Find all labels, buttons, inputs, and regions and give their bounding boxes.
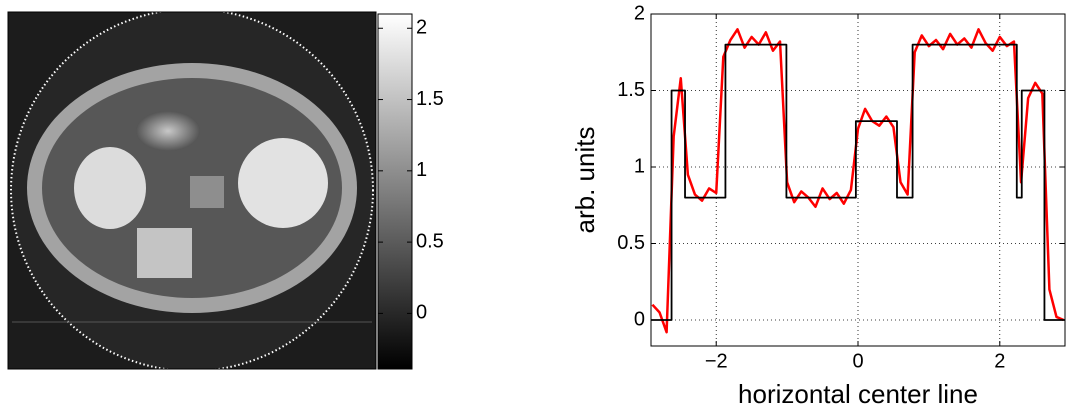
y-tick-label: 1 <box>634 155 645 177</box>
data-line <box>651 28 1065 334</box>
x-tick-label: 0 <box>852 350 863 372</box>
phantom-image <box>8 12 376 369</box>
y-tick-label: 2 <box>634 2 645 24</box>
y-tick-label: 1.5 <box>617 79 645 101</box>
plot-frame <box>650 13 1066 347</box>
data-line <box>651 43 1065 321</box>
colorbar-tick-label: 1.5 <box>416 88 444 110</box>
colorbar-tick-label: 1 <box>416 159 427 181</box>
colorbar-tick-label: 0 <box>416 302 427 324</box>
x-tick-label: 2 <box>994 350 1005 372</box>
x-axis-label: horizontal center line <box>738 379 978 409</box>
y-tick-label: 0 <box>634 308 645 330</box>
image-frame <box>7 11 377 370</box>
x-tick-label: −2 <box>705 350 728 372</box>
colorbar-tick-label: 2 <box>416 17 427 39</box>
y-axis-label: arb. units <box>570 127 600 234</box>
colorbar-tick-label: 0.5 <box>416 230 444 252</box>
y-tick-label: 0.5 <box>617 232 645 254</box>
colorbar <box>377 13 413 370</box>
